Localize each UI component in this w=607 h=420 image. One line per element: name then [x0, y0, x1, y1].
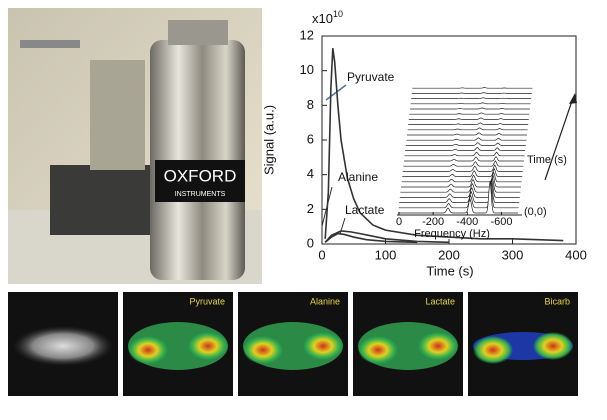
spectrum-trace	[404, 151, 525, 157]
hotspot	[358, 336, 398, 364]
y-exponent: x1010	[312, 9, 343, 26]
x-tick-label: 0	[318, 247, 325, 262]
series-line	[324, 48, 564, 242]
spectrum-trace	[406, 137, 527, 141]
x-axis-label: Time (s)	[426, 263, 473, 278]
logo-subtext: INSTRUMENTS	[175, 191, 226, 198]
series-line	[324, 230, 450, 244]
hotspot	[188, 332, 228, 360]
series-annotation: Alanine	[338, 170, 378, 184]
spectrum-trace	[408, 122, 529, 125]
exponent-base: x10	[312, 11, 333, 26]
spectrum-trace	[410, 102, 531, 105]
inset-tick-label: -400	[456, 216, 478, 228]
arrow	[544, 97, 574, 181]
inset-tick-label: 0	[396, 216, 402, 228]
spectrum-trace	[407, 127, 528, 131]
y-axis-label: Signal (a.u.)	[261, 105, 276, 175]
lab-photo: OXFORD INSTRUMENTS	[8, 8, 262, 284]
spectrum-trace	[405, 142, 526, 146]
inset-origin: (0,0)	[524, 206, 547, 218]
y-tick-label: 2	[307, 201, 314, 216]
spectrum-trace	[400, 177, 521, 193]
spectrum-trace	[402, 167, 523, 177]
series-annotation: Lactate	[345, 203, 385, 217]
spectrum-trace	[411, 92, 532, 94]
anatomy	[13, 326, 113, 366]
spectrum-trace	[402, 164, 523, 172]
inset-y-label: Time (s)	[527, 154, 567, 166]
spectrum-trace	[409, 112, 530, 115]
inset-tick-label: -600	[490, 216, 512, 228]
spectrum-trace	[405, 147, 526, 151]
x-tick-label: 400	[565, 247, 587, 262]
spectrum-trace	[398, 181, 519, 209]
spectrum-trace	[407, 132, 527, 136]
spectrum-trace	[404, 156, 524, 162]
logo-text: OXFORD	[164, 166, 237, 185]
panel-label: Alanine	[310, 296, 340, 306]
x-tick-label: 200	[438, 247, 460, 262]
spectrum-trace	[401, 174, 521, 188]
y-tick-label: 10	[300, 62, 314, 77]
inset-x-label: Frequency (Hz)	[414, 228, 490, 240]
spectrum-trace	[408, 117, 529, 120]
y-tick-label: 4	[307, 166, 314, 181]
spectrum-trace	[399, 179, 520, 198]
inset-tick-label: -200	[422, 216, 444, 228]
hotspot	[303, 332, 343, 360]
hotspot	[128, 336, 168, 364]
spectrum-trace	[411, 97, 532, 99]
panel-label: Bicarb	[544, 296, 570, 306]
series-line	[324, 232, 418, 244]
hotspot	[473, 336, 513, 364]
x-tick-label: 100	[375, 247, 397, 262]
panel-label: Pyruvate	[189, 296, 225, 306]
hotspot	[418, 332, 458, 360]
spectrum-trace	[412, 87, 533, 89]
y-tick-label: 6	[307, 131, 314, 146]
series-annotation: Pyruvate	[347, 70, 395, 84]
y-tick-label: 0	[307, 235, 314, 250]
y-tick-label: 12	[300, 27, 314, 42]
arrow-head	[569, 93, 577, 104]
spectrum-trace	[403, 160, 524, 167]
spectrum-trace	[410, 107, 530, 110]
panel-label: Lactate	[425, 296, 455, 306]
spectrum-trace	[398, 180, 518, 214]
arrow	[325, 84, 347, 101]
y-tick-label: 8	[307, 97, 314, 112]
hotspot	[243, 336, 283, 364]
spectrum-trace	[401, 171, 522, 183]
hotspot	[533, 332, 573, 360]
exponent-power: 10	[333, 9, 343, 19]
x-tick-label: 300	[502, 247, 524, 262]
